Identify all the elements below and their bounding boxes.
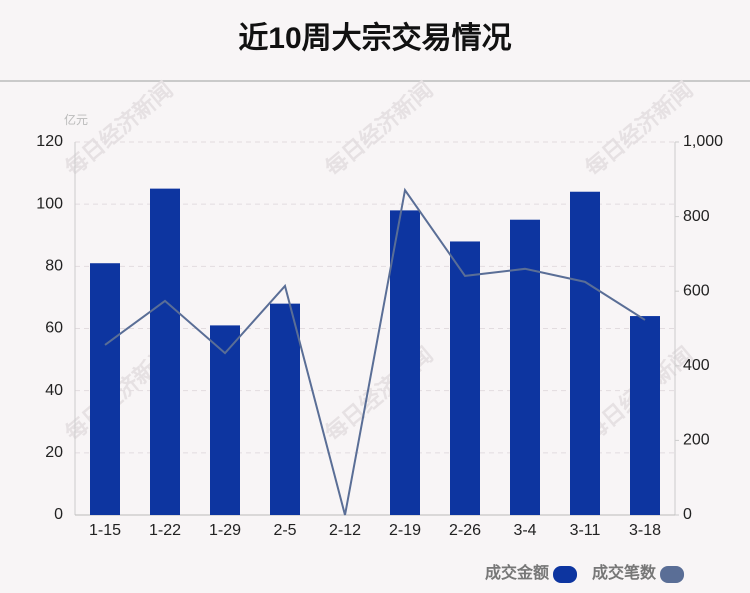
x-tick-label: 3-11 [570,522,601,539]
legend-swatch [660,566,685,583]
legend-label: 成交金额 [485,563,549,582]
y-tick-label: 20 [45,444,63,461]
y2-tick-label: 400 [683,357,710,374]
y-tick-label: 120 [36,133,63,150]
legend-label: 成交笔数 [592,563,657,582]
x-tick-label: 2-26 [449,522,481,539]
y2-tick-label: 1,000 [683,133,723,150]
bar [390,210,420,515]
x-tick-label: 2-5 [273,522,296,539]
y-unit: 亿元 [64,112,88,127]
bar [210,325,240,515]
y2-tick-label: 0 [683,506,692,523]
bar [90,263,120,515]
x-tick-label: 2-19 [389,522,421,539]
y2-tick-label: 200 [683,432,710,449]
x-tick-label: 1-15 [89,522,121,539]
y2-tick-label: 600 [683,282,710,299]
bar [150,188,180,515]
line [104,187,646,516]
x-tick-label: 3-4 [513,522,536,539]
chart-title: 近10周大宗交易情况 [238,21,511,55]
bar [510,219,540,516]
y-tick-label: 60 [45,320,63,337]
x-tick-label: 1-29 [209,522,241,539]
y-tick-label: 0 [54,506,63,523]
y-tick-label: 40 [45,382,63,399]
bar [630,316,660,515]
bar [270,303,300,515]
x-tick-label: 3-18 [629,522,661,539]
bar [570,191,600,515]
y2-tick-label: 800 [683,208,710,225]
bar [450,241,480,515]
y-tick-label: 80 [45,258,63,275]
x-tick-label: 1-22 [149,522,181,539]
x-tick-label: 2-12 [329,522,361,539]
legend-swatch [553,566,578,583]
y-tick-label: 100 [36,195,63,212]
